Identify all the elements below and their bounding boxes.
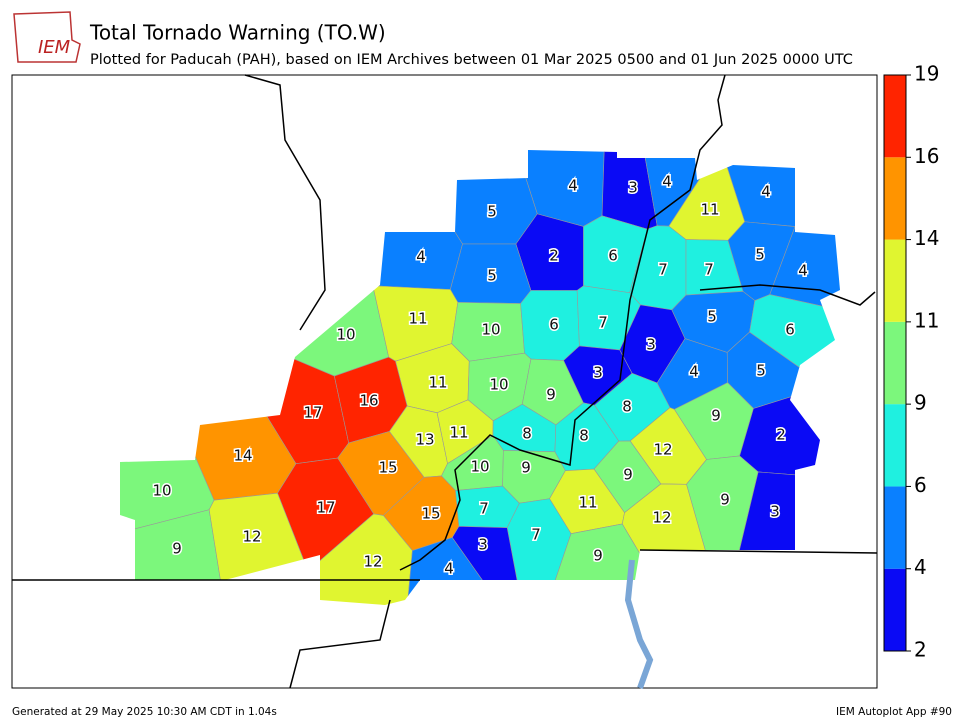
colorbar-tick-label: 16 bbox=[914, 144, 939, 168]
colorbar-bin bbox=[884, 404, 906, 487]
county-value: 11 bbox=[408, 310, 427, 328]
county-value: 9 bbox=[623, 466, 633, 484]
county-value: 9 bbox=[546, 386, 556, 404]
county-value: 10 bbox=[470, 458, 489, 476]
footer-left: Generated at 29 May 2025 10:30 AM CDT in… bbox=[12, 706, 277, 718]
county-value: 4 bbox=[416, 248, 426, 266]
county-value: 7 bbox=[479, 500, 489, 518]
county-value: 7 bbox=[658, 261, 668, 279]
county-value: 9 bbox=[711, 407, 721, 425]
county-value: 9 bbox=[521, 459, 531, 477]
county-value: 6 bbox=[785, 321, 795, 339]
county-value: 3 bbox=[770, 503, 780, 521]
subtitle: Plotted for Paducah (PAH), based on IEM … bbox=[90, 52, 853, 68]
colorbar-tick-label: 14 bbox=[914, 226, 939, 250]
county-value: 4 bbox=[444, 560, 454, 578]
county-value: 12 bbox=[242, 528, 261, 546]
colorbar-tick-label: 11 bbox=[914, 308, 939, 332]
colorbar-bin bbox=[884, 321, 906, 405]
footer-right: IEM Autoplot App #90 bbox=[836, 706, 952, 718]
colorbar-bin bbox=[884, 239, 906, 322]
county-value: 4 bbox=[689, 363, 699, 381]
county-value: 15 bbox=[421, 505, 440, 523]
county-value: 17 bbox=[303, 404, 322, 422]
county-value: 3 bbox=[478, 536, 488, 554]
county-value: 15 bbox=[378, 459, 397, 477]
county-value: 2 bbox=[776, 426, 786, 444]
county-value: 10 bbox=[336, 326, 355, 344]
county-value: 11 bbox=[449, 424, 468, 442]
county-value: 13 bbox=[415, 431, 434, 449]
county-value: 12 bbox=[363, 553, 382, 571]
logo: IEM bbox=[13, 11, 81, 63]
colorbar-frame bbox=[883, 74, 907, 652]
county-value: 14 bbox=[233, 447, 252, 465]
county-value: 4 bbox=[798, 262, 808, 280]
colorbar-tick-label: 6 bbox=[914, 473, 927, 497]
county-value: 11 bbox=[578, 494, 597, 512]
county-value: 5 bbox=[756, 362, 766, 380]
county-value: 3 bbox=[646, 336, 656, 354]
county-value: 5 bbox=[487, 203, 497, 221]
county-value: 6 bbox=[608, 247, 618, 265]
borders bbox=[12, 74, 878, 689]
colorbar-tick-label: 2 bbox=[914, 638, 927, 662]
county-value: 3 bbox=[628, 179, 638, 197]
county-value: 9 bbox=[172, 540, 182, 558]
county-value: 9 bbox=[593, 547, 603, 565]
colorbar-tick-label: 9 bbox=[914, 391, 927, 415]
county-value: 8 bbox=[622, 398, 632, 416]
county-value: 5 bbox=[707, 308, 717, 326]
county-value: 7 bbox=[704, 261, 714, 279]
county-value: 7 bbox=[531, 526, 541, 544]
colorbar-bin bbox=[884, 486, 906, 569]
county-value: 8 bbox=[522, 425, 532, 443]
colorbar-tick-label: 4 bbox=[914, 555, 927, 579]
county-value: 11 bbox=[700, 201, 719, 219]
county-value: 4 bbox=[662, 173, 672, 191]
county-value: 4 bbox=[761, 183, 771, 201]
county-value: 10 bbox=[152, 482, 171, 500]
county-value: 12 bbox=[653, 441, 672, 459]
river bbox=[624, 559, 654, 690]
county-value: 8 bbox=[579, 427, 589, 445]
county-value: 7 bbox=[598, 314, 608, 332]
county-value: 3 bbox=[593, 364, 603, 382]
logo-text: IEM bbox=[38, 37, 71, 58]
county-value: 6 bbox=[549, 316, 559, 334]
county-value: 10 bbox=[489, 376, 508, 394]
county-value: 12 bbox=[652, 509, 671, 527]
county-value: 4 bbox=[568, 177, 578, 195]
title: Total Tornado Warning (TO.W) bbox=[89, 21, 386, 45]
county-value: 11 bbox=[428, 374, 447, 392]
county-value: 2 bbox=[549, 247, 559, 265]
colorbar-bin bbox=[884, 75, 906, 158]
county-value: 17 bbox=[316, 499, 335, 517]
county-value: 16 bbox=[359, 392, 378, 410]
county-value: 5 bbox=[755, 246, 765, 264]
colorbar-tick-label: 19 bbox=[914, 62, 939, 86]
county-value: 10 bbox=[481, 321, 500, 339]
colorbar-bin bbox=[884, 157, 906, 240]
county-value: 5 bbox=[487, 267, 497, 285]
colorbar-bin bbox=[884, 568, 906, 651]
county-value: 9 bbox=[720, 491, 730, 509]
